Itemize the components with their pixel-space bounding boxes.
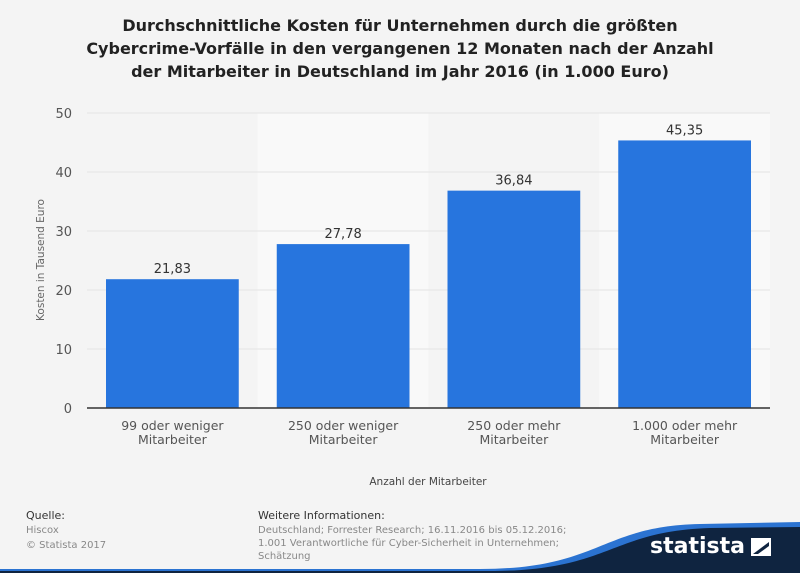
logo-text: statista [650,534,745,559]
x-tick-label: Mitarbeiter [138,432,208,447]
y-axis-title: Kosten in Tausend Euro [35,199,47,321]
info-heading: Weitere Informationen: [258,509,385,522]
source-text[interactable]: Hiscox [26,525,59,536]
chart-title: Durchschnittliche Kosten für Unternehmen… [0,14,800,83]
statista-logo[interactable]: statista [650,534,771,559]
data-label: 21,83 [154,262,191,277]
info-line: 1.001 Verantwortliche für Cyber-Sicherhe… [258,538,560,549]
x-axis-title: Anzahl der Mitarbeiter [369,476,487,488]
x-tick-label: Mitarbeiter [309,432,379,447]
bar [276,244,410,408]
y-tick-label: 0 [64,402,72,417]
y-tick-label: 30 [55,225,72,240]
y-tick-label: 10 [55,343,72,358]
statista-footer-swoosh [0,522,800,573]
x-tick-label: 1.000 oder mehr [632,418,738,433]
title-line: Cybercrime-Vorfälle in den vergangenen 1… [86,39,714,58]
data-label: 45,35 [666,123,703,138]
data-label: 36,84 [495,174,532,189]
bar [447,190,581,408]
info-line: Schätzung [258,551,311,562]
info-block: Weitere Informationen: Deutschland; Forr… [258,509,566,563]
bar [106,279,239,408]
source-block: Quelle: Hiscox © Statista 2017 [26,509,106,552]
x-tick-label: Mitarbeiter [650,432,720,447]
title-line: der Mitarbeiter in Deutschland im Jahr 2… [131,62,669,81]
y-tick-label: 20 [55,284,72,299]
bar [618,140,751,408]
x-tick-label: 250 oder mehr [467,418,561,433]
statista-logo-icon [750,537,771,556]
data-label: 27,78 [325,227,362,242]
info-line: Deutschland; Forrester Research; 16.11.2… [258,525,567,536]
title-line: Durchschnittliche Kosten für Unternehmen… [122,16,678,35]
x-tick-label: Mitarbeiter [479,432,549,447]
y-tick-label: 40 [55,166,72,181]
copyright-text: © Statista 2017 [26,540,107,551]
source-heading: Quelle: [26,509,65,522]
x-tick-label: 99 oder weniger [121,418,224,433]
x-tick-label: 250 oder weniger [288,418,399,433]
y-tick-label: 50 [55,107,72,122]
